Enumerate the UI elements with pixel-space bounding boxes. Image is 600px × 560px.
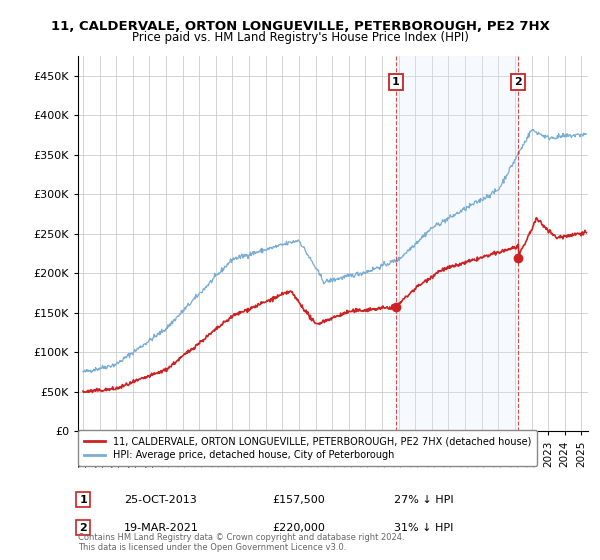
Text: 27% ↓ HPI: 27% ↓ HPI <box>394 494 454 505</box>
Text: £157,500: £157,500 <box>272 494 325 505</box>
Text: 11, CALDERVALE, ORTON LONGUEVILLE, PETERBOROUGH, PE2 7HX: 11, CALDERVALE, ORTON LONGUEVILLE, PETER… <box>50 20 550 32</box>
Text: 25-OCT-2013: 25-OCT-2013 <box>124 494 197 505</box>
Text: Contains HM Land Registry data © Crown copyright and database right 2024.: Contains HM Land Registry data © Crown c… <box>78 533 404 543</box>
Text: £220,000: £220,000 <box>272 522 325 533</box>
Text: 2: 2 <box>515 77 522 87</box>
Text: 19-MAR-2021: 19-MAR-2021 <box>124 522 199 533</box>
Text: Price paid vs. HM Land Registry's House Price Index (HPI): Price paid vs. HM Land Registry's House … <box>131 31 469 44</box>
Text: 31% ↓ HPI: 31% ↓ HPI <box>394 522 454 533</box>
Legend: 11, CALDERVALE, ORTON LONGUEVILLE, PETERBOROUGH, PE2 7HX (detached house), HPI: : 11, CALDERVALE, ORTON LONGUEVILLE, PETER… <box>78 431 537 466</box>
Text: 1: 1 <box>392 77 400 87</box>
Text: 1: 1 <box>79 494 87 505</box>
Text: This data is licensed under the Open Government Licence v3.0.: This data is licensed under the Open Gov… <box>78 543 346 552</box>
Bar <box>395 56 518 431</box>
Text: 2: 2 <box>79 522 87 533</box>
